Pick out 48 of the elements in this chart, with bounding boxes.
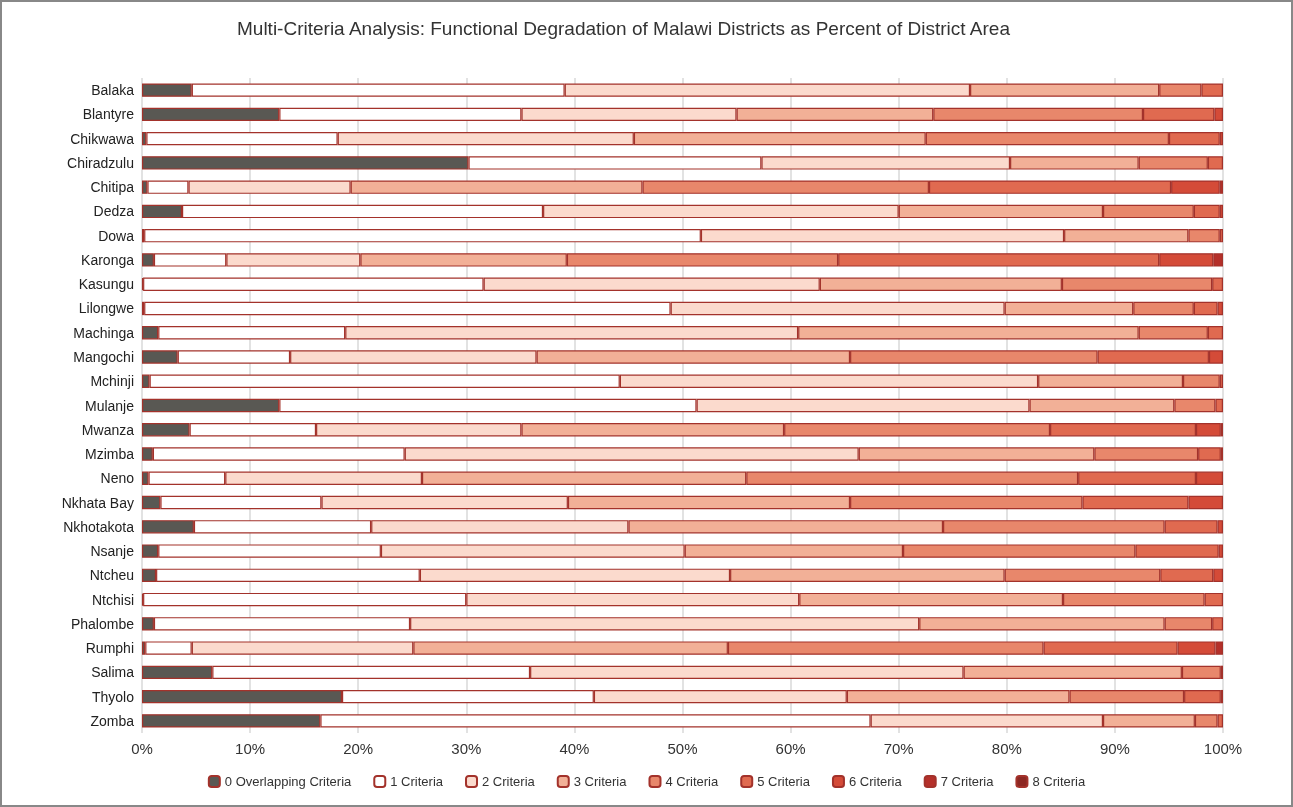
y-tick-label: Mulanje bbox=[84, 397, 135, 414]
legend-label: 4 Criteria bbox=[665, 774, 719, 789]
legend-label: 7 Criteria bbox=[940, 774, 995, 789]
y-tick-label: Chitipa bbox=[90, 179, 135, 196]
y-tick-label: Chikwawa bbox=[70, 130, 135, 147]
y-tick-label: Mwanza bbox=[81, 421, 135, 438]
legend-label: 6 Criteria bbox=[848, 774, 903, 789]
x-tick-label: 90% bbox=[1099, 740, 1130, 757]
x-tick-label: 20% bbox=[343, 740, 374, 757]
x-tick-label: 30% bbox=[451, 740, 482, 757]
y-tick-label: Salima bbox=[91, 664, 135, 681]
y-tick-label: Chiradzulu bbox=[67, 154, 134, 171]
y-tick-label: Phalombe bbox=[70, 615, 135, 632]
y-tick-label: Karonga bbox=[81, 251, 135, 268]
y-tick-label: Mzimba bbox=[84, 446, 135, 463]
y-tick-label: Balaka bbox=[91, 82, 135, 99]
x-tick-label: 80% bbox=[991, 740, 1022, 757]
y-tick-label: Dedza bbox=[93, 203, 135, 220]
legend-label: 8 Criteria bbox=[1032, 774, 1086, 789]
x-tick-label: 40% bbox=[559, 740, 590, 757]
y-tick-label: Thyolo bbox=[91, 688, 135, 705]
legend-label: 0 Overlapping Criteria bbox=[224, 774, 353, 789]
y-tick-label: Rumphi bbox=[85, 640, 134, 657]
x-tick-label: 50% bbox=[667, 740, 698, 757]
y-tick-label: Dowa bbox=[98, 227, 135, 244]
legend-label: 2 Criteria bbox=[482, 774, 536, 789]
x-tick-label: 60% bbox=[775, 740, 806, 757]
y-tick-label: Kasungu bbox=[78, 276, 134, 293]
y-tick-label: Blantyre bbox=[82, 106, 135, 123]
y-tick-label: Lilongwe bbox=[78, 300, 135, 317]
x-tick-label: 10% bbox=[235, 740, 266, 757]
y-tick-label: Machinga bbox=[73, 324, 135, 341]
legend-label: 5 Criteria bbox=[757, 774, 811, 789]
y-tick-label: Nkhotakota bbox=[63, 518, 135, 535]
y-tick-label: Nsanje bbox=[90, 543, 135, 560]
legend-label: 3 Criteria bbox=[573, 774, 628, 789]
y-tick-label: Ntchisi bbox=[91, 591, 134, 608]
y-tick-label: Mangochi bbox=[73, 348, 134, 365]
y-tick-label: Ntcheu bbox=[89, 567, 134, 584]
y-tick-label: Neno bbox=[100, 470, 135, 487]
x-tick-label: 0% bbox=[131, 740, 153, 757]
legend-label: 1 Criteria bbox=[390, 774, 444, 789]
x-tick-label: 100% bbox=[1203, 740, 1243, 757]
y-tick-label: Mchinji bbox=[90, 373, 134, 390]
chart-title: Multi-Criteria Analysis: Functional Degradation of Malawi Districts as Percent of District Area bbox=[237, 18, 1011, 39]
y-tick-label: Zomba bbox=[90, 712, 135, 729]
y-tick-label: Nkhata Bay bbox=[61, 494, 134, 511]
x-tick-label: 70% bbox=[883, 740, 914, 757]
